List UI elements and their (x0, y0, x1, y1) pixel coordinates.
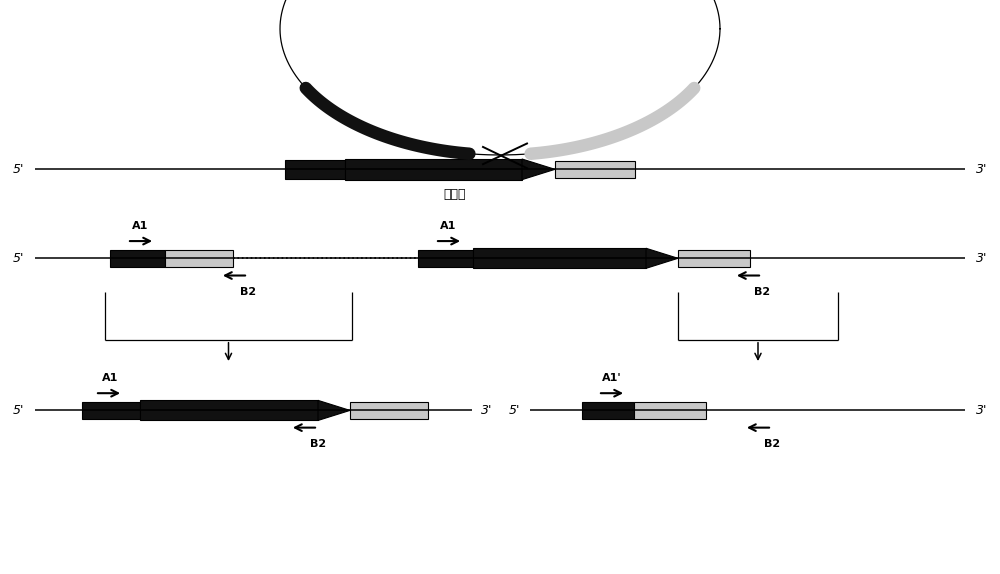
Text: A1: A1 (440, 221, 456, 231)
Text: 5': 5' (508, 404, 520, 417)
Text: B2: B2 (240, 287, 256, 297)
Text: B2: B2 (764, 439, 780, 449)
Text: 3': 3' (976, 252, 988, 265)
Bar (82, 402, 140, 419)
Polygon shape (318, 401, 350, 420)
Polygon shape (522, 159, 555, 180)
Bar (634, 402, 706, 419)
Text: 5': 5' (12, 404, 24, 417)
Bar (345, 159, 522, 180)
Text: 3': 3' (976, 163, 988, 176)
Text: 靶基因: 靶基因 (444, 188, 466, 201)
Text: A1': A1' (602, 373, 622, 383)
Text: 3': 3' (976, 404, 988, 417)
Bar (678, 250, 750, 267)
Bar (418, 250, 473, 267)
Text: B2: B2 (754, 287, 770, 297)
Bar (285, 160, 345, 179)
Text: 5': 5' (12, 252, 24, 265)
Bar (473, 248, 646, 268)
Polygon shape (646, 248, 678, 268)
Bar (582, 402, 634, 419)
Bar (555, 161, 635, 178)
Bar (165, 250, 233, 267)
Bar (350, 402, 428, 419)
Text: A1: A1 (132, 221, 148, 231)
Bar (110, 250, 165, 267)
Text: B2: B2 (310, 439, 326, 449)
Text: 3': 3' (481, 404, 493, 417)
Text: 5': 5' (12, 163, 24, 176)
Text: A1: A1 (102, 373, 118, 383)
Bar (140, 400, 318, 420)
